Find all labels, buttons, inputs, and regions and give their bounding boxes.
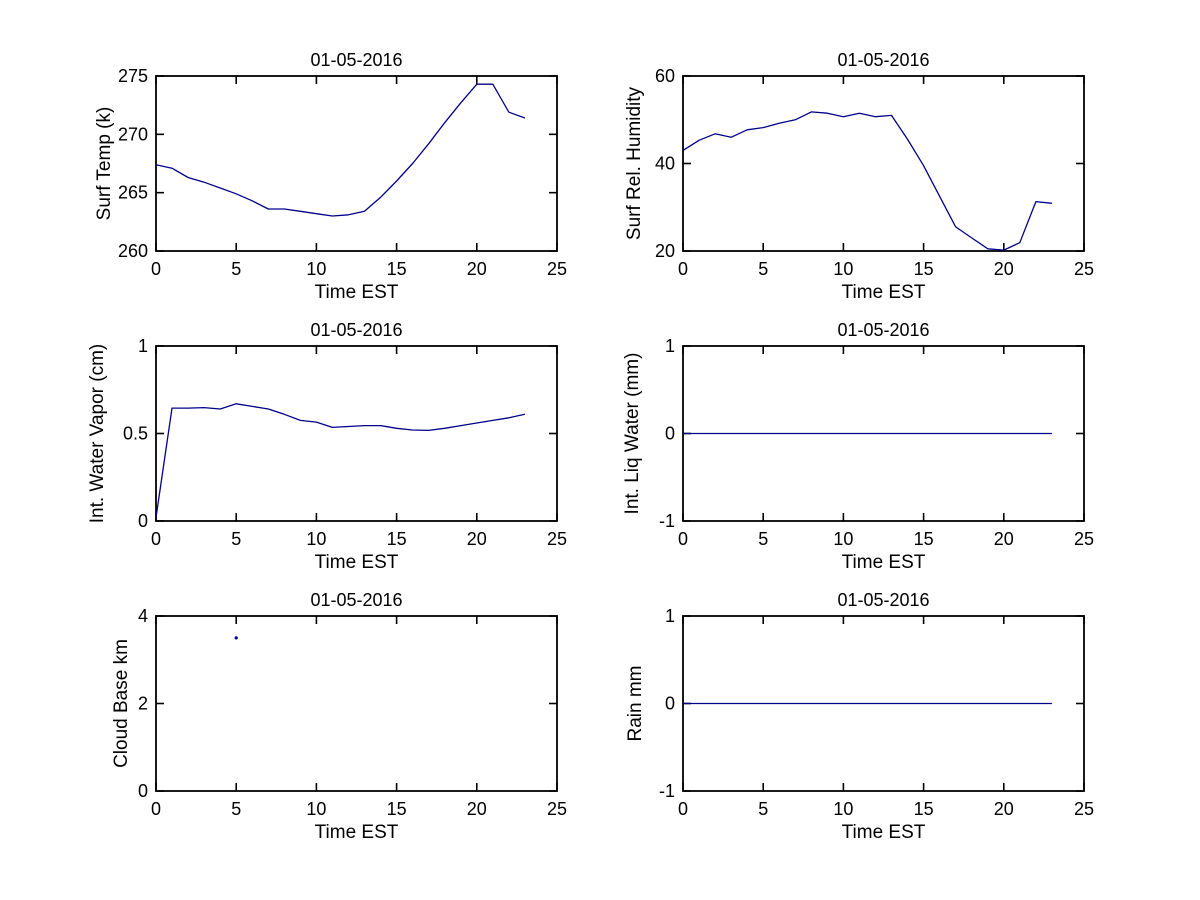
x-tick-label: 5 xyxy=(231,799,241,819)
x-tick-label: 0 xyxy=(151,259,161,279)
y-tick-label: 4 xyxy=(138,606,148,626)
x-tick-label: 0 xyxy=(151,799,161,819)
data-line xyxy=(155,403,526,518)
x-tick-label: 5 xyxy=(758,529,768,549)
x-tick-label: 0 xyxy=(151,529,161,549)
y-tick-label: -1 xyxy=(659,781,675,801)
x-tick-label: 10 xyxy=(833,259,853,279)
x-tick-label: 10 xyxy=(833,529,853,549)
x-tick-label: 15 xyxy=(387,799,407,819)
x-tick-label: 20 xyxy=(994,529,1014,549)
axes-box xyxy=(155,615,558,792)
subplot-title: 01-05-2016 xyxy=(310,590,402,610)
x-tick-label: 5 xyxy=(231,529,241,549)
x-tick-label: 0 xyxy=(678,799,688,819)
x-tick-label: 10 xyxy=(306,799,326,819)
subplot-surf-temp-k: 01-05-2016 0 5 10 15 20 25 260 265 270 275 Time EST… xyxy=(94,50,567,303)
x-tick-label: 20 xyxy=(994,799,1014,819)
y-axis-label: Surf Temp (k) xyxy=(94,107,115,221)
x-tick-label: 5 xyxy=(758,799,768,819)
y-tick-label: 1 xyxy=(665,606,675,626)
y-tick-label: 0.5 xyxy=(123,424,148,444)
axes-box xyxy=(155,75,558,252)
y-tick-label: 0 xyxy=(138,781,148,801)
subplot-title: 01-05-2016 xyxy=(837,590,929,610)
subplot-title: 01-05-2016 xyxy=(310,50,402,70)
x-axis-label: Time EST xyxy=(842,552,926,573)
x-tick-label: 0 xyxy=(678,259,688,279)
x-tick-label: 15 xyxy=(914,259,934,279)
x-tick-label: 25 xyxy=(1074,259,1094,279)
x-tick-label: 10 xyxy=(833,799,853,819)
x-tick-label: 10 xyxy=(306,529,326,549)
y-tick-label: 40 xyxy=(655,154,675,174)
x-tick-label: 5 xyxy=(231,259,241,279)
x-tick-label: 25 xyxy=(547,259,567,279)
y-tick-label: 270 xyxy=(118,124,148,144)
y-axis-label: Cloud Base km xyxy=(111,639,132,768)
subplot-int-water-vapor-cm: 01-05-2016 0 5 10 15 20 25 0 0.5 1 Time EST Int. Wa… xyxy=(87,320,567,573)
x-axis-label: Time EST xyxy=(315,822,399,843)
y-tick-label: 1 xyxy=(138,336,148,356)
x-tick-label: 15 xyxy=(387,259,407,279)
x-axis-label: Time EST xyxy=(315,552,399,573)
x-tick-label: 15 xyxy=(387,529,407,549)
x-tick-label: 10 xyxy=(306,259,326,279)
y-tick-label: 0 xyxy=(665,424,675,444)
x-tick-label: 15 xyxy=(914,529,934,549)
y-tick-label: 0 xyxy=(138,511,148,531)
y-axis-label: Surf Rel. Humidity xyxy=(624,86,645,240)
y-tick-label: 275 xyxy=(118,66,148,86)
y-tick-label: 260 xyxy=(118,241,148,261)
y-tick-label: 0 xyxy=(665,694,675,714)
x-axis-label: Time EST xyxy=(842,282,926,303)
x-tick-label: 0 xyxy=(678,529,688,549)
axes-box xyxy=(155,345,558,522)
x-tick-label: 25 xyxy=(547,799,567,819)
y-tick-label: 1 xyxy=(665,336,675,356)
subplot-title: 01-05-2016 xyxy=(837,320,929,340)
x-tick-label: 15 xyxy=(914,799,934,819)
subplot-cloud-base-km: 01-05-2016 0 5 10 15 20 25 0 2 4 Time EST Cloud Bas… xyxy=(111,590,567,843)
y-tick-label: -1 xyxy=(659,511,675,531)
x-tick-label: 25 xyxy=(1074,799,1094,819)
y-axis-label: Rain mm xyxy=(625,665,646,741)
subplot-surf-rel-humidity: 01-05-2016 0 5 10 15 20 25 20 40 60 Time EST Surf R… xyxy=(624,50,1094,303)
data-line xyxy=(155,83,526,217)
y-tick-label: 60 xyxy=(655,66,675,86)
y-axis-label: Int. Liq Water (mm) xyxy=(622,353,643,515)
x-tick-label: 20 xyxy=(467,259,487,279)
x-tick-label: 5 xyxy=(758,259,768,279)
y-tick-label: 2 xyxy=(138,694,148,714)
y-tick-label: 265 xyxy=(118,183,148,203)
x-tick-label: 20 xyxy=(994,259,1014,279)
x-axis-label: Time EST xyxy=(315,282,399,303)
subplot-title: 01-05-2016 xyxy=(310,320,402,340)
x-tick-label: 20 xyxy=(467,799,487,819)
axes-box xyxy=(682,75,1085,252)
x-axis-label: Time EST xyxy=(842,822,926,843)
x-tick-label: 20 xyxy=(467,529,487,549)
data-point xyxy=(234,636,238,640)
y-tick-label: 20 xyxy=(655,241,675,261)
subplot-title: 01-05-2016 xyxy=(837,50,929,70)
data-line xyxy=(682,111,1052,251)
x-tick-label: 25 xyxy=(1074,529,1094,549)
y-axis-label: Int. Water Vapor (cm) xyxy=(87,344,108,523)
x-tick-label: 25 xyxy=(547,529,567,549)
